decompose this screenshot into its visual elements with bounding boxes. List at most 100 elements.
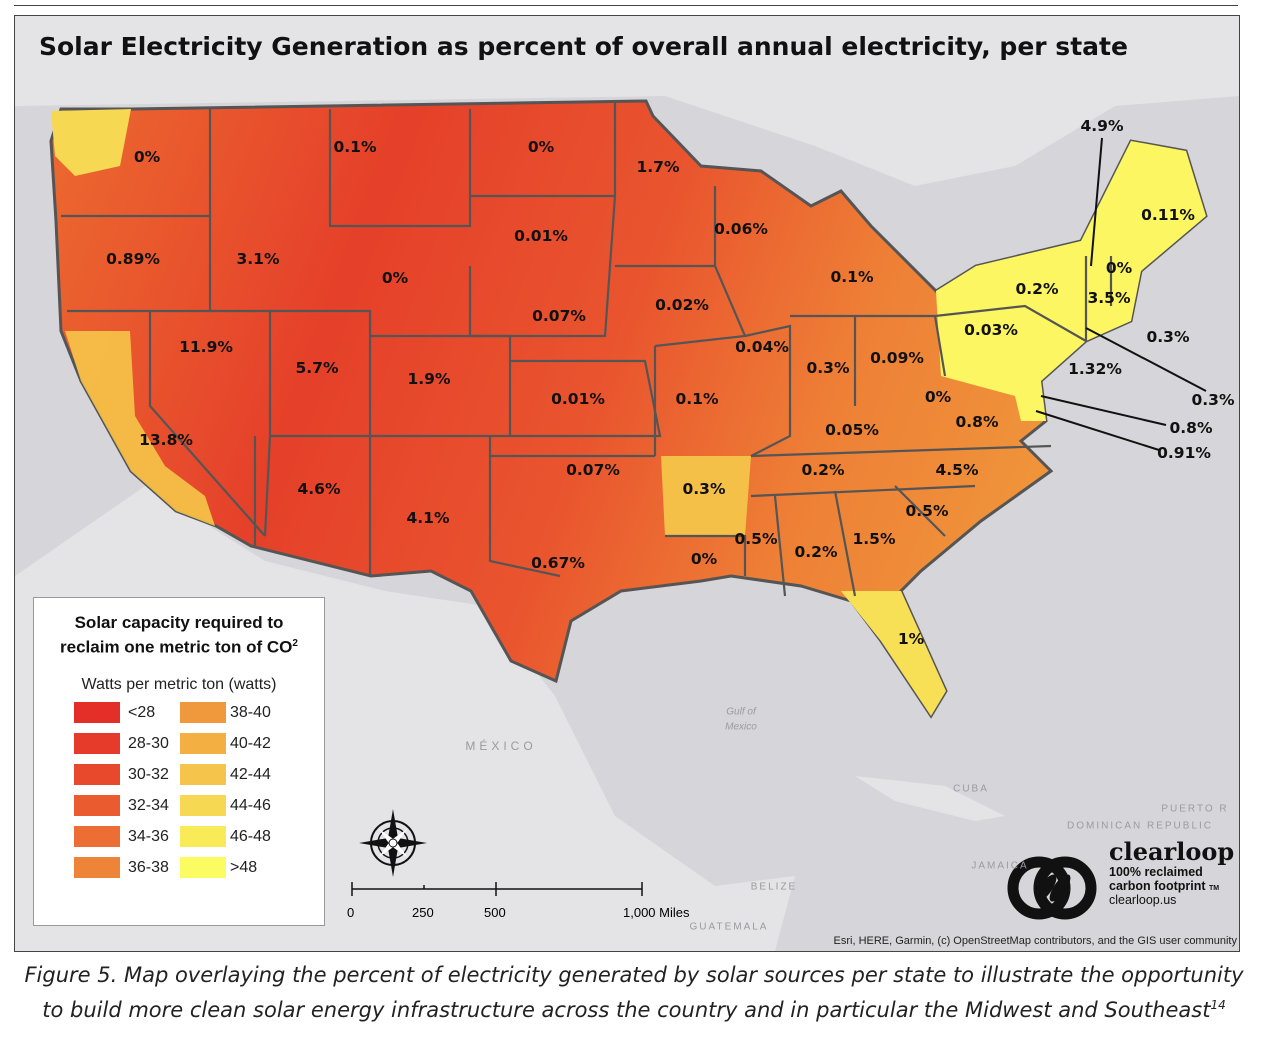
state-value-label: 0.8% [955,413,999,431]
state-value-label: 0.89% [106,250,160,268]
clearloop-logo [1007,856,1097,920]
state-value-label: 0.2% [801,461,845,479]
scale-tick-500: 500 [484,905,506,920]
state-value-label: 5.7% [295,359,339,377]
state-value-label: 0.05% [825,421,879,439]
legend-swatch [180,702,226,723]
legend-label: 46-48 [230,827,271,845]
legend-swatch [180,795,226,816]
state-value-label: 0.5% [905,502,949,520]
top-rule [14,5,1238,6]
state-value-label: 4.5% [935,461,979,479]
legend-label: <28 [128,703,156,721]
legend-swatch [180,826,226,847]
legend-title-line1: Solar capacity required to [74,613,284,632]
arkansas-yellow [661,456,751,536]
state-value-label: 0.1% [333,138,377,156]
scale-bar [351,882,643,896]
scale-tick-1000: 1,000 Miles [623,905,690,920]
geo-label-guatemala: GUATEMALA [689,921,769,933]
legend-swatch [74,857,120,878]
state-value-label: 3.1% [236,250,280,268]
state-borders [61,101,1113,597]
northeast-yellow [936,141,1206,421]
geo-label-gulf-2: Mexico [725,721,757,733]
state-value-label: 0% [924,388,952,406]
state-value-label: 3.5% [1087,289,1131,307]
legend: Solar capacity required to reclaim one m… [33,597,325,926]
state-value-label: 0.91% [1157,444,1211,462]
west-coast-yellow [65,331,215,526]
logo-line1: 100% reclaimed [1109,865,1203,879]
state-value-label: 0% [133,148,161,166]
geo-label-mexico: MÉXICO [465,739,537,753]
washington-yellow [51,109,131,176]
compass-rose-icon [359,809,427,877]
state-value-label: 0.03% [964,321,1018,339]
state-value-label: 0.01% [514,227,568,245]
state-value-label: 0.04% [735,338,789,356]
legend-title: Solar capacity required to reclaim one m… [34,612,324,658]
canada-land [15,16,1239,186]
state-value-label: 1.32% [1068,360,1122,378]
geo-label-puerto-rico: PUERTO R [1161,803,1229,815]
geo-label-belize: BELIZE [750,881,798,893]
legend-title-sup: 2 [292,638,298,649]
state-value-label: 0.3% [806,359,850,377]
legend-swatch [180,764,226,785]
legend-label: 34-36 [128,827,169,845]
legend-label: 30-32 [128,765,169,783]
cuba-land [855,776,1005,821]
state-value-label: 0.01% [551,390,605,408]
state-value-label: 4.6% [297,480,341,498]
legend-title-line2: reclaim one metric ton of CO [60,637,293,657]
map-frame: Solar Electricity Generation as percent … [14,15,1240,952]
state-value-label: 0.3% [1191,391,1235,409]
legend-label: 36-38 [128,858,169,876]
state-value-label: 0.8% [1169,419,1213,437]
legend-label: 44-46 [230,796,271,814]
state-value-label: 0.1% [675,390,719,408]
state-value-label: 1.9% [407,370,451,388]
state-value-label: 1.5% [852,530,896,548]
caption-footnote: 14 [1210,998,1226,1012]
map-title: Solar Electricity Generation as percent … [39,32,1128,61]
legend-label: 32-34 [128,796,169,814]
legend-swatch [74,795,120,816]
state-value-label: 0.67% [531,554,585,572]
caption-line2: to build more clean solar energy infrast… [42,998,1211,1022]
state-value-label: 0.06% [714,220,768,238]
state-value-label: 0% [690,550,718,568]
map-attribution: Esri, HERE, Garmin, (c) OpenStreetMap co… [833,935,1237,947]
legend-label: 40-42 [230,734,271,752]
state-value-label: 0.3% [1146,328,1190,346]
legend-label: 42-44 [230,765,271,783]
legend-swatch [180,733,226,754]
legend-subtitle: Watts per metric ton (watts) [81,675,277,693]
us-outline [49,99,1208,719]
scale-tick-0: 0 [347,905,355,920]
legend-swatch [74,702,120,723]
state-value-label: 0% [527,138,555,156]
clearloop-text: clearloop 100% reclaimed carbon footprin… [1109,839,1234,908]
state-value-label: 0.09% [870,349,924,367]
legend-swatch [74,733,120,754]
leader-lines [1035,137,1207,451]
state-value-label: 0.02% [655,296,709,314]
state-value-label: 0.07% [532,307,586,325]
state-value-label: 0% [381,269,409,287]
legend-label: 38-40 [230,703,271,721]
figure-caption: Figure 5. Map overlaying the percent of … [0,960,1268,1025]
state-value-label: 0.3% [682,480,726,498]
state-value-label: 0.07% [566,461,620,479]
logo-url: clearloop.us [1109,893,1177,907]
geo-label-jamaica: JAMAICA [971,860,1029,872]
geo-label-cuba: CUBA [953,783,989,795]
legend-label: >48 [230,858,258,876]
state-value-label: 0.11% [1141,206,1195,224]
geo-label-gulf: Gulf of [726,706,756,718]
state-value-label: 4.1% [406,509,450,527]
state-value-label: 11.9% [179,338,233,356]
legend-label: 28-30 [128,734,169,752]
state-value-label: 1.7% [636,158,680,176]
